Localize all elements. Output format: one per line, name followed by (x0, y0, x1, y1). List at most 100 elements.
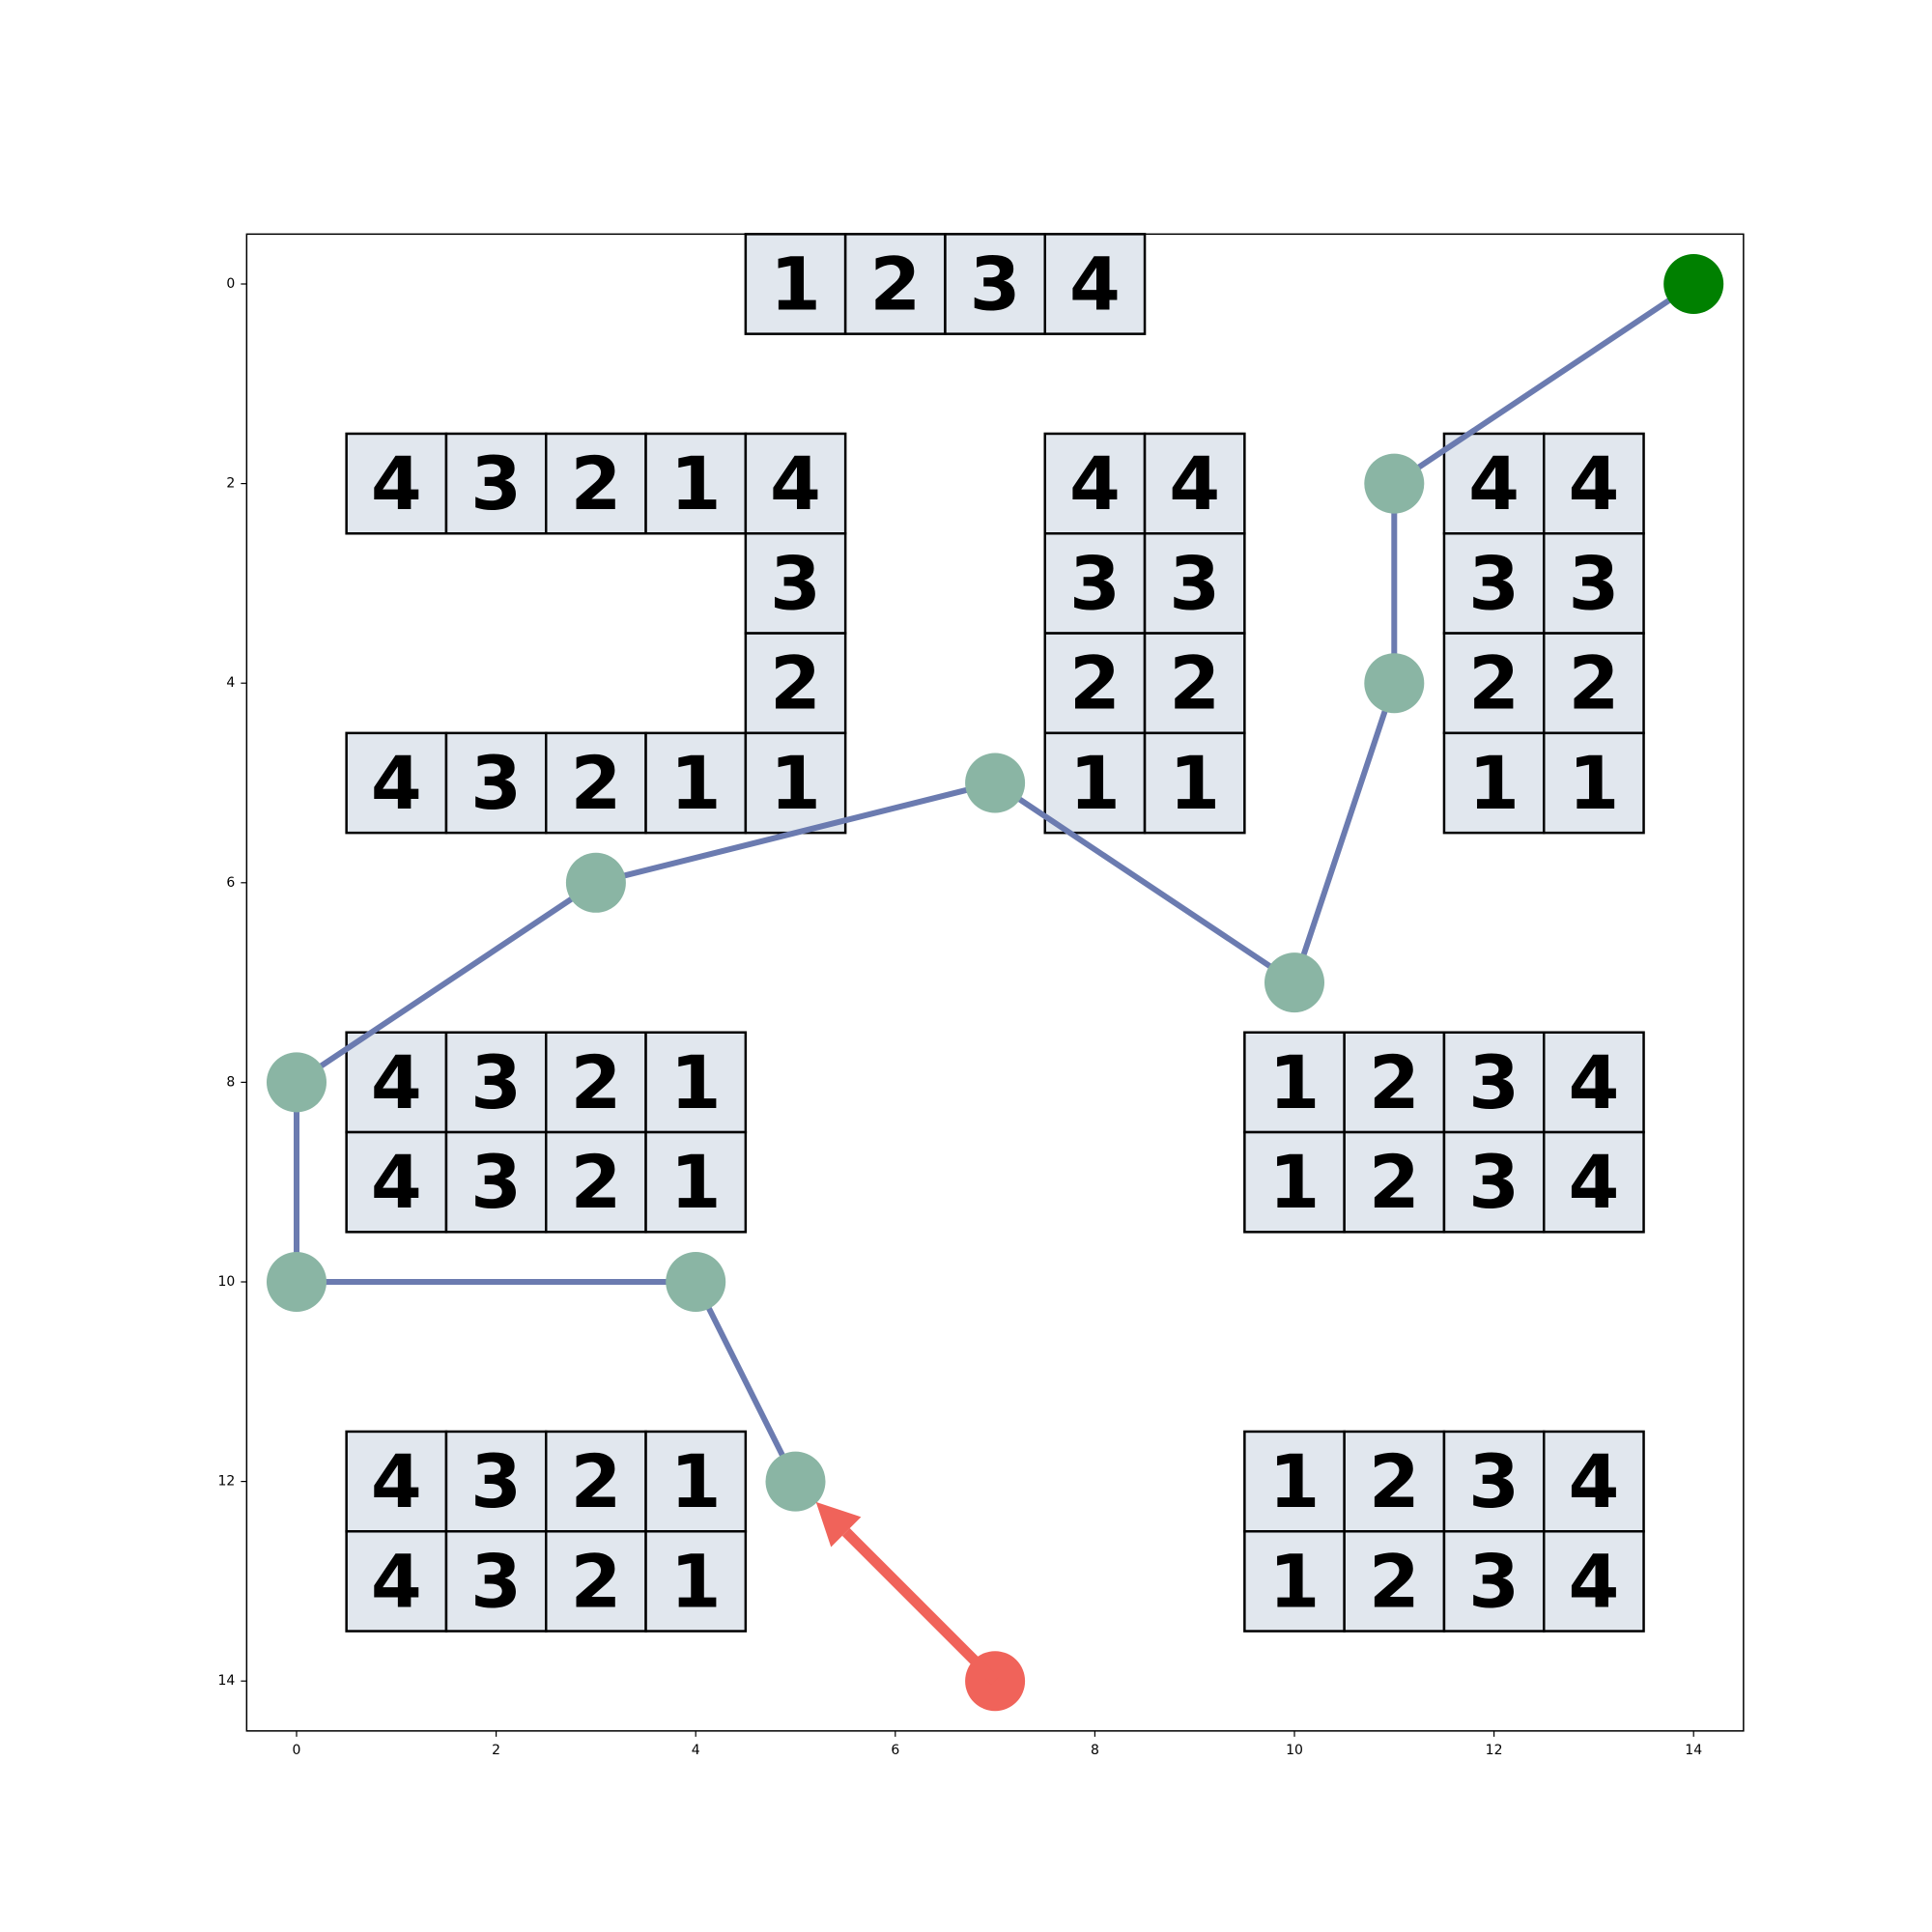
route-nodes (267, 254, 1724, 1712)
tile: 2 (1343, 1530, 1446, 1633)
tile-number: 1 (1069, 740, 1121, 826)
tile-number: 4 (371, 1438, 422, 1524)
tile: 3 (444, 1430, 548, 1533)
tile-box (1442, 1430, 1546, 1533)
tile-number: 3 (470, 1438, 522, 1524)
tile: 2 (545, 1130, 647, 1234)
tile: 3 (1143, 532, 1246, 635)
route-node (965, 753, 1026, 813)
start-arrow (815, 1501, 999, 1686)
tile: 3 (1442, 1130, 1546, 1234)
tile-number: 2 (1369, 1139, 1420, 1225)
tile-box (1343, 1031, 1446, 1134)
tile: 3 (444, 1530, 548, 1633)
y-tick-label: 4 (226, 675, 235, 691)
tile-number: 3 (470, 1538, 522, 1624)
tile-number: 1 (670, 740, 722, 826)
tile-box (345, 1031, 448, 1134)
tile-number: 4 (1468, 440, 1520, 526)
tile-number: 3 (1468, 540, 1520, 626)
tile-number: 4 (371, 440, 422, 526)
tile-number: 1 (670, 440, 722, 526)
tile: 4 (345, 432, 448, 535)
tile-box (744, 233, 847, 335)
route-node (765, 1451, 826, 1512)
tile: 4 (1043, 432, 1147, 535)
tile-number: 4 (1069, 242, 1121, 327)
route-node (1364, 453, 1425, 514)
y-tick-label: 12 (218, 1474, 236, 1490)
tile-number: 3 (1468, 1438, 1520, 1524)
tile: 4 (1543, 1530, 1645, 1633)
tile-number: 4 (770, 440, 821, 526)
tile-box (1143, 632, 1246, 735)
tile-number: 2 (1568, 640, 1619, 726)
tile-number: 3 (1468, 1039, 1520, 1125)
tile-number: 3 (1468, 1139, 1520, 1225)
tile-number: 2 (869, 242, 921, 327)
tile: 3 (444, 1130, 548, 1234)
tile: 2 (1343, 1130, 1446, 1234)
tile-box (1543, 1130, 1645, 1234)
tile-number: 1 (670, 1438, 722, 1524)
tile-box (545, 1130, 647, 1234)
y-tick-label: 2 (226, 476, 235, 492)
tile-box (644, 432, 748, 535)
tile-number: 1 (770, 740, 821, 826)
tile-box (744, 731, 847, 835)
tile-box (1543, 632, 1645, 735)
tile-box (1343, 1530, 1446, 1633)
tile: 2 (1343, 1031, 1446, 1134)
tile-number: 2 (570, 1139, 621, 1225)
tile-box (1442, 532, 1546, 635)
tile: 3 (1442, 1530, 1546, 1633)
tile: 2 (545, 731, 647, 835)
tile: 2 (744, 632, 847, 735)
tile-box (644, 731, 748, 835)
tile: 2 (1543, 632, 1645, 735)
tile-box (1442, 1031, 1546, 1134)
tile-number: 2 (1369, 1039, 1420, 1125)
route-node (267, 1252, 327, 1312)
plot-frame (245, 233, 1745, 1732)
tile-number: 2 (570, 740, 621, 826)
x-tick-label: 2 (492, 1743, 500, 1758)
tile: 1 (744, 731, 847, 835)
tile: 4 (345, 1031, 448, 1134)
tile-box (444, 432, 548, 535)
tile-box (644, 1130, 748, 1234)
goal-node (1663, 254, 1724, 314)
tile: 1 (744, 233, 847, 335)
tile: 2 (545, 1430, 647, 1533)
tile-number: 2 (570, 1039, 621, 1125)
tile-box (1243, 1031, 1346, 1134)
tile-number: 2 (1369, 1538, 1420, 1624)
tile-box (545, 731, 647, 835)
tile: 1 (1243, 1430, 1346, 1533)
tile-number: 1 (1568, 740, 1619, 826)
tile: 3 (744, 532, 847, 635)
start-arrow-head (815, 1501, 862, 1548)
tile: 4 (1543, 1031, 1645, 1134)
tile: 4 (1543, 432, 1645, 535)
tile: 3 (444, 1031, 548, 1134)
tile-box (444, 1031, 548, 1134)
tile: 1 (1243, 1530, 1346, 1633)
tile: 4 (345, 1430, 448, 1533)
tile-box (1442, 432, 1546, 535)
y-tick-label: 14 (218, 1673, 236, 1689)
tile-box (1442, 632, 1546, 735)
tile-number: 3 (770, 540, 821, 626)
tile-box (1043, 731, 1147, 835)
tile-box (444, 1130, 548, 1234)
tile-box (345, 731, 448, 835)
tile-box (744, 432, 847, 535)
tile-number: 3 (470, 1139, 522, 1225)
tile-number: 2 (570, 440, 621, 526)
tile-box (1543, 432, 1645, 535)
tile: 3 (444, 731, 548, 835)
tile-box (1143, 731, 1246, 835)
tile: 4 (1543, 1130, 1645, 1234)
